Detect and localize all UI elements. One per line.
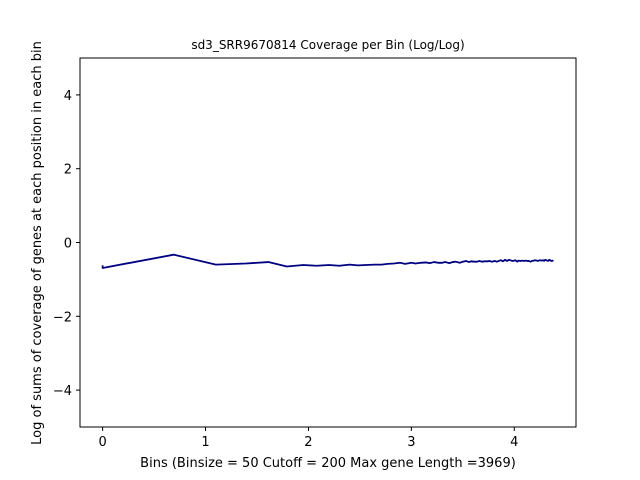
y-tick-label: 2: [64, 163, 72, 178]
series-line: [101, 253, 554, 269]
y-axis-ticks: −4 −2 0 2 4: [53, 89, 80, 399]
y-tick-label: 0: [64, 237, 72, 252]
x-tick-label: 0: [98, 435, 106, 450]
x-axis-label: Bins (Binsize = 50 Cutoff = 200 Max gene…: [140, 456, 516, 471]
x-tick-label: 1: [201, 435, 209, 450]
x-tick-label: 4: [510, 435, 518, 450]
y-tick-label: −2: [53, 310, 72, 325]
plot-area: [79, 57, 577, 428]
x-tick-label: 3: [407, 435, 415, 450]
y-axis-label: Log of sums of coverage of genes at each…: [30, 41, 45, 445]
chart-title: sd3_SRR9670814 Coverage per Bin (Log/Log…: [191, 38, 464, 52]
plot-background: [80, 58, 576, 427]
x-tick-label: 2: [304, 435, 312, 450]
x-axis-ticks: 0 1 2 3 4: [98, 427, 518, 450]
y-tick-label: 4: [64, 89, 72, 104]
y-tick-label: −4: [53, 384, 72, 399]
